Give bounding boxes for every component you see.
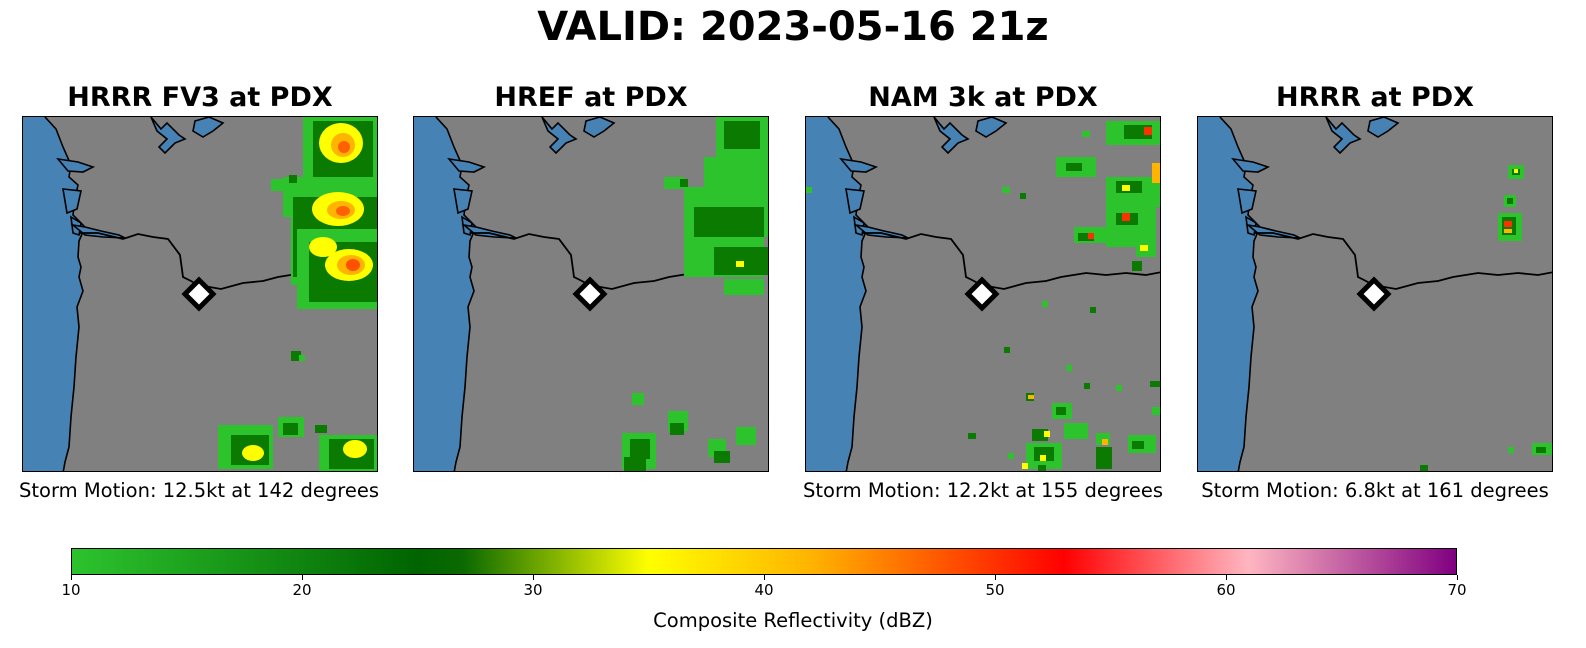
colorbar-tick-label: 60 [1216,581,1236,599]
panel-title-hrrr-fv3: HRRR FV3 at PDX [67,82,333,113]
reflectivity-cells [218,117,377,471]
reflectivity-cells [1420,165,1552,471]
colorbar-tick-mark [532,575,534,580]
panel-title-nam-3k: NAM 3k at PDX [868,82,1098,113]
colorbar-tick-mark [994,575,996,580]
map-hrrr-fv3 [22,116,378,472]
main-title: VALID: 2023-05-16 21z [537,4,1049,50]
colorbar-tick-label: 50 [985,581,1005,599]
map-hrrr [1197,116,1553,472]
storm-motion-hrrr: Storm Motion: 6.8kt at 161 degrees [1201,479,1549,502]
reflectivity-colorbar [71,548,1457,575]
colorbar-tick-label: 10 [61,581,81,599]
panel-title-href: HREF at PDX [494,82,688,113]
colorbar-tick-label: 40 [754,581,774,599]
colorbar-tick-label: 70 [1447,581,1467,599]
colorbar-tick-mark [301,575,303,580]
reflectivity-cells [806,121,1160,471]
colorbar-tick-label: 30 [523,581,543,599]
colorbar-tick-mark [1225,575,1227,580]
map-nam-3k [805,116,1161,472]
colorbar-label: Composite Reflectivity (dBZ) [653,609,933,632]
colorbar-tick-mark [70,575,72,580]
storm-motion-hrrr-fv3: Storm Motion: 12.5kt at 142 degrees [19,479,379,502]
colorbar-tick-mark [1456,575,1458,580]
reflectivity-cells [622,117,768,471]
storm-motion-nam-3k: Storm Motion: 12.2kt at 155 degrees [803,479,1163,502]
colorbar-tick-mark [763,575,765,580]
panel-title-hrrr: HRRR at PDX [1276,82,1474,113]
map-href [413,116,769,472]
colorbar-tick-label: 20 [292,581,312,599]
